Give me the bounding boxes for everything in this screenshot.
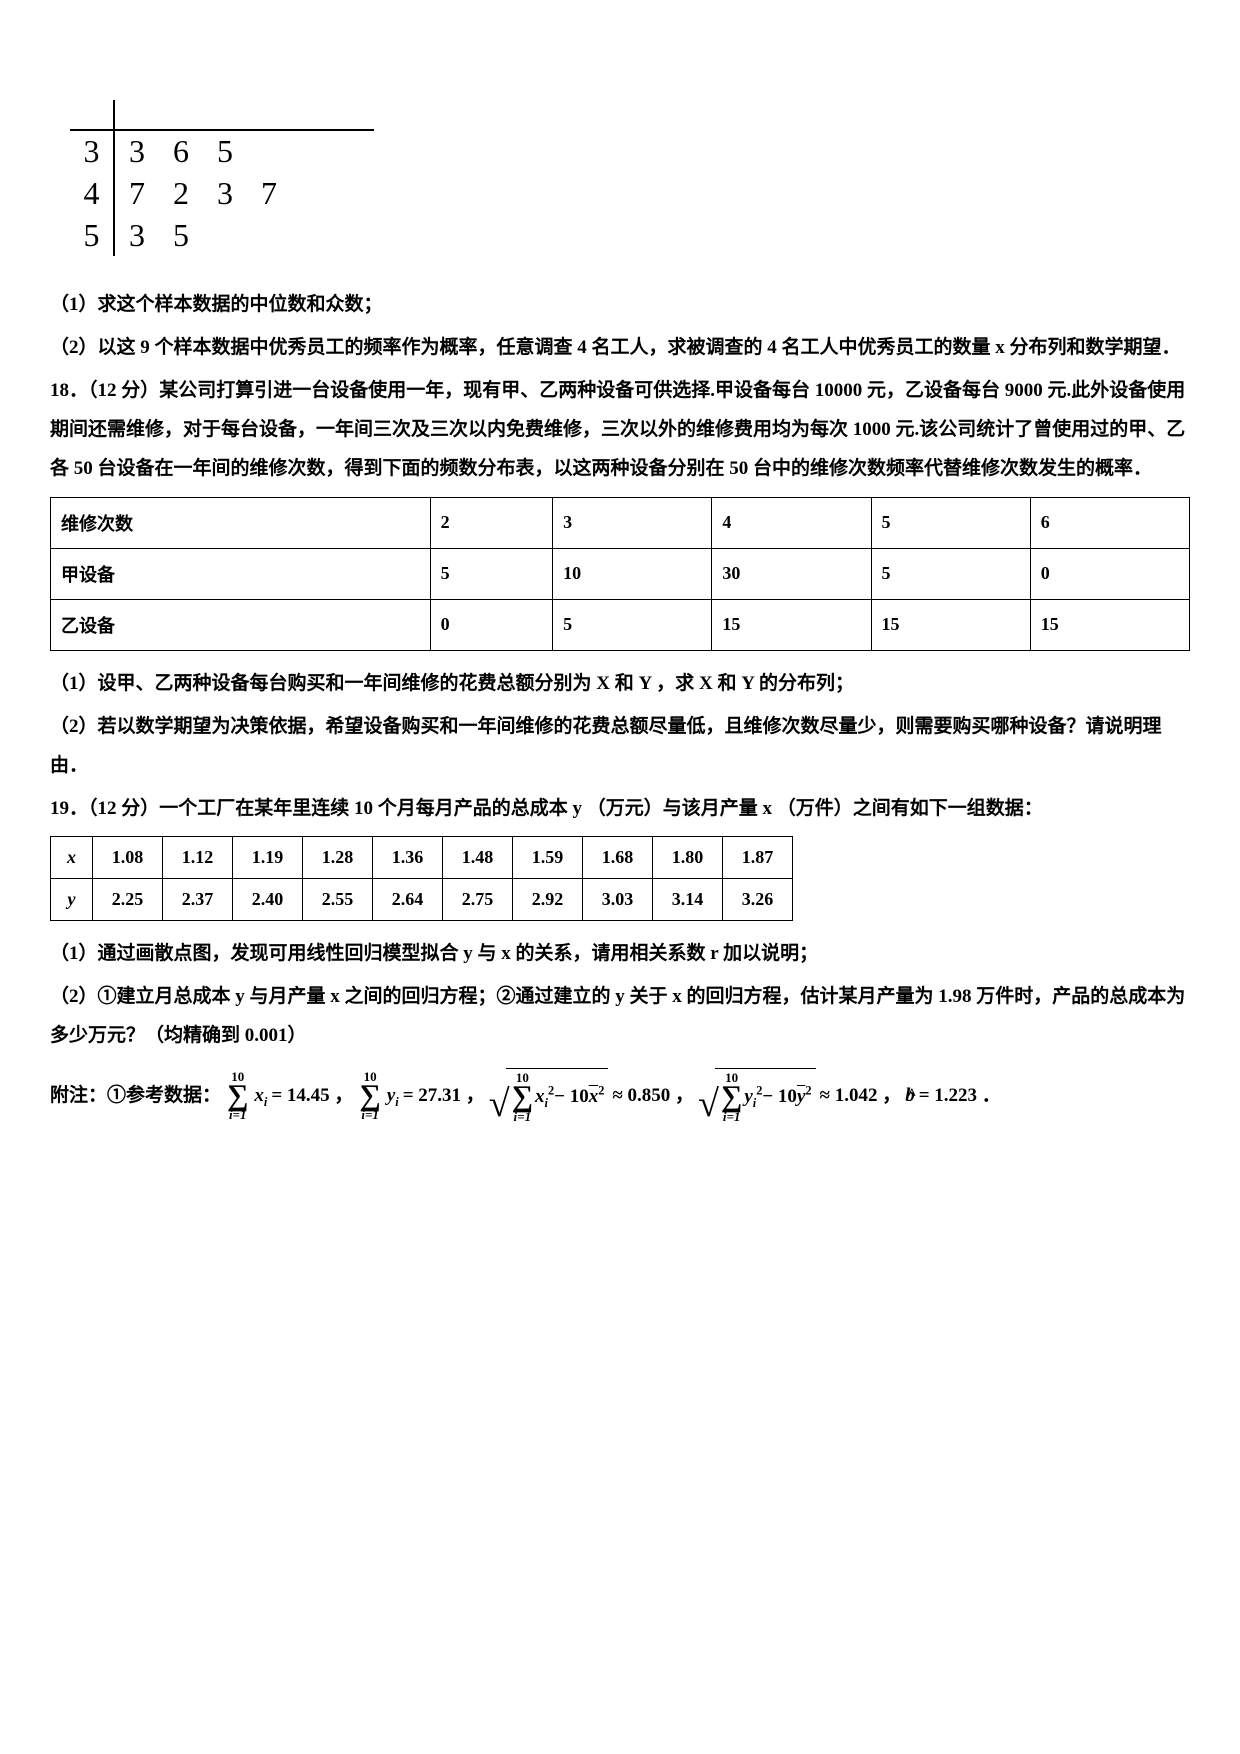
q19-stem: 19．（12 分）一个工厂在某年里连续 10 个月每月产品的总成本 y （万元）… [50, 790, 1190, 829]
q19-x2: 1.19 [233, 837, 303, 879]
q19-appendix: 附注：①参考数据： 10 ∑ i=1 xi = 14.45 ， 10 ∑ i=1… [50, 1068, 1190, 1123]
q19-y6: 2.92 [513, 879, 583, 921]
q18-r1-5: 0 [1030, 548, 1189, 599]
q18-r2-0: 乙设备 [51, 599, 431, 650]
q18-part1: （1）设甲、乙两种设备每台购买和一年间维修的花费总额分别为 X 和 Y ，求 X… [50, 665, 1190, 704]
q17-part2: （2）以这 9 个样本数据中优秀员工的频率作为概率，任意调查 4 名工人，求被调… [50, 329, 1190, 368]
appendix-label: 附注：①参考数据： [50, 1074, 221, 1118]
q18-table: 维修次数 2 3 4 5 6 甲设备 5 10 30 5 0 乙设备 0 5 1… [50, 497, 1190, 651]
q19-y1: 2.37 [163, 879, 233, 921]
q19-x3: 1.28 [303, 837, 373, 879]
q18-r2-1: 0 [430, 599, 552, 650]
q19-x0: 1.08 [93, 837, 163, 879]
q19-x1: 1.12 [163, 837, 233, 879]
q18-r1-3: 30 [712, 548, 871, 599]
q19-y0: 2.25 [93, 879, 163, 921]
stem-4: 4 [70, 172, 114, 214]
q18-h3: 4 [712, 497, 871, 548]
q19-x6: 1.59 [513, 837, 583, 879]
q19-y5: 2.75 [443, 879, 513, 921]
q18-r2-5: 15 [1030, 599, 1189, 650]
q18-r1-4: 5 [871, 548, 1030, 599]
q19-x9: 1.87 [723, 837, 793, 879]
stem-3: 3 [70, 130, 114, 172]
q18-h4: 5 [871, 497, 1030, 548]
q19-part2: （2）①建立月总成本 y 与月产量 x 之间的回归方程；②通过建立的 y 关于 … [50, 978, 1190, 1056]
q19-x8: 1.80 [653, 837, 723, 879]
q18-h0: 维修次数 [51, 497, 431, 548]
q18-r2-2: 5 [553, 599, 712, 650]
q18-r1-1: 5 [430, 548, 552, 599]
q19-x7: 1.68 [583, 837, 653, 879]
sumy-value: = 27.31 ， [403, 1074, 485, 1118]
q18-r2-3: 15 [712, 599, 871, 650]
sumx-value: = 14.45 ， [271, 1074, 353, 1118]
q18-h5: 6 [1030, 497, 1189, 548]
q19-x5: 1.48 [443, 837, 513, 879]
q18-r2-4: 15 [871, 599, 1030, 650]
q19-y2: 2.40 [233, 879, 303, 921]
q18-h2: 3 [553, 497, 712, 548]
q19-y7: 3.03 [583, 879, 653, 921]
q19-table: x 1.08 1.12 1.19 1.28 1.36 1.48 1.59 1.6… [50, 836, 793, 921]
sum-icon: 10 ∑ i=1 [359, 1070, 380, 1122]
sqrt-icon: √ 10 ∑ i=1 yi2 − 10 y2 [698, 1068, 815, 1123]
sqrt-icon: √ 10 ∑ i=1 xi2 − 10 x2 [489, 1068, 609, 1123]
sum-icon: 10 ∑ i=1 [227, 1070, 248, 1122]
q18-stem: 18．（12 分）某公司打算引进一台设备使用一年，现有甲、乙两种设备可供选择.甲… [50, 372, 1190, 489]
bhat-value: = 1.223 ． [919, 1074, 1001, 1118]
q19-part1: （1）通过画散点图，发现可用线性回归模型拟合 y 与 x 的关系，请用相关系数 … [50, 935, 1190, 974]
q18-part2: （2）若以数学期望为决策依据，希望设备购买和一年间维修的花费总额尽量低，且维修次… [50, 708, 1190, 786]
q18-r1-0: 甲设备 [51, 548, 431, 599]
q17-part1: （1）求这个样本数据的中位数和众数； [50, 286, 1190, 325]
q19-y9: 3.26 [723, 879, 793, 921]
q19-ylabel: y [51, 879, 93, 921]
q19-y8: 3.14 [653, 879, 723, 921]
q18-r1-2: 10 [553, 548, 712, 599]
sqrt2-value: ≈ 1.042 ， [820, 1074, 902, 1118]
q18-h1: 2 [430, 497, 552, 548]
stem-leaf-plot: 3 3 6 5 4 7 2 3 7 5 3 5 [70, 100, 374, 256]
sqrt1-value: ≈ 0.850 ， [612, 1074, 694, 1118]
q19-xlabel: x [51, 837, 93, 879]
leaf-4: 7 2 3 7 [114, 172, 374, 214]
leaf-3: 3 6 5 [114, 130, 374, 172]
q19-y3: 2.55 [303, 879, 373, 921]
stem-5: 5 [70, 214, 114, 256]
leaf-5: 3 5 [114, 214, 374, 256]
q19-y4: 2.64 [373, 879, 443, 921]
q19-x4: 1.36 [373, 837, 443, 879]
